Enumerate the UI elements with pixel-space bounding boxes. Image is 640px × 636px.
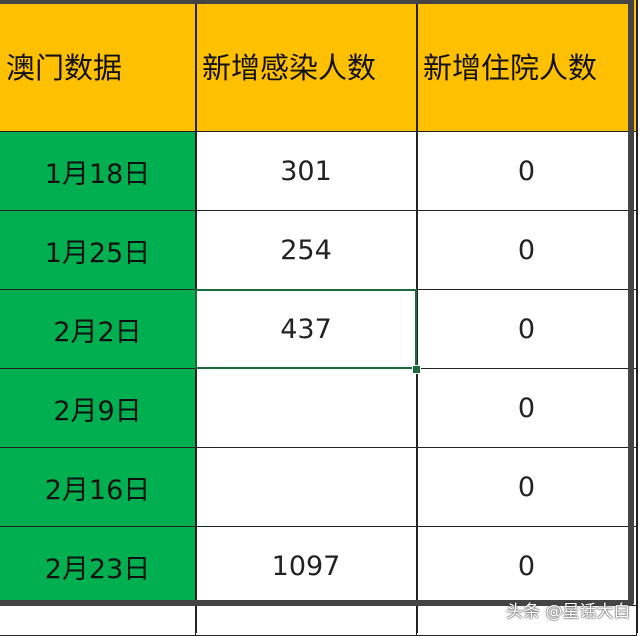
column-divider (636, 0, 638, 633)
header-cell[interactable]: 新增感染人数 (196, 0, 417, 132)
hospitalized-cell[interactable]: 0 (417, 290, 637, 369)
date-cell[interactable]: 2月23日 (0, 527, 196, 606)
infected-cell[interactable]: 301 (196, 132, 417, 211)
date-cell[interactable]: 1月25日 (0, 211, 196, 290)
hospitalized-cell[interactable]: 0 (417, 132, 637, 211)
fill-handle[interactable] (412, 365, 421, 374)
date-cell[interactable]: 1月18日 (0, 132, 196, 211)
infected-cell[interactable]: 1097 (196, 527, 417, 606)
empty-cell[interactable] (196, 606, 417, 636)
empty-cell[interactable] (0, 606, 196, 636)
header-cell[interactable]: 澳门数据 (0, 0, 196, 132)
date-cell[interactable]: 2月9日 (0, 369, 196, 448)
hospitalized-cell[interactable]: 0 (417, 369, 637, 448)
date-cell[interactable]: 2月2日 (0, 290, 196, 369)
hospitalized-cell[interactable]: 0 (417, 211, 637, 290)
infected-cell[interactable] (196, 448, 417, 527)
selected-cell-outline (195, 289, 417, 369)
date-cell[interactable]: 2月16日 (0, 448, 196, 527)
infected-cell[interactable] (196, 369, 417, 448)
hospitalized-cell[interactable]: 0 (417, 527, 637, 606)
watermark: 头条 @星话大白 (506, 602, 631, 622)
hospitalized-cell[interactable]: 0 (417, 448, 637, 527)
header-cell[interactable]: 新增住院人数 (417, 0, 637, 132)
infected-cell[interactable]: 254 (196, 211, 417, 290)
